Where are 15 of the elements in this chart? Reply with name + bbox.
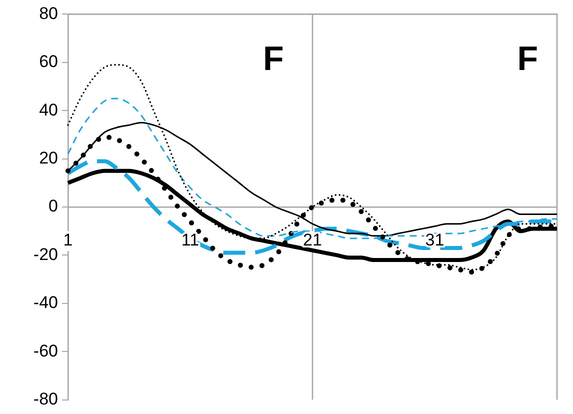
y-tick-label: -80 [33, 389, 58, 408]
y-tick-label: 40 [39, 100, 58, 120]
x-tick-label: 11 [181, 230, 200, 250]
annotation: F [517, 40, 538, 78]
x-tick-label: 31 [425, 230, 444, 250]
y-tick-label: 20 [39, 148, 58, 168]
x-tick-label: 21 [303, 230, 322, 250]
x-tick-label: 1 [63, 230, 73, 250]
y-tick-label: -60 [33, 341, 58, 360]
annotation: F [262, 40, 284, 78]
y-tick-label: -20 [33, 244, 58, 264]
y-tick-label: 80 [39, 4, 58, 23]
y-tick-label: -40 [33, 293, 58, 312]
y-tick-label: 0 [48, 196, 58, 216]
y-tick-label: 60 [39, 52, 58, 72]
